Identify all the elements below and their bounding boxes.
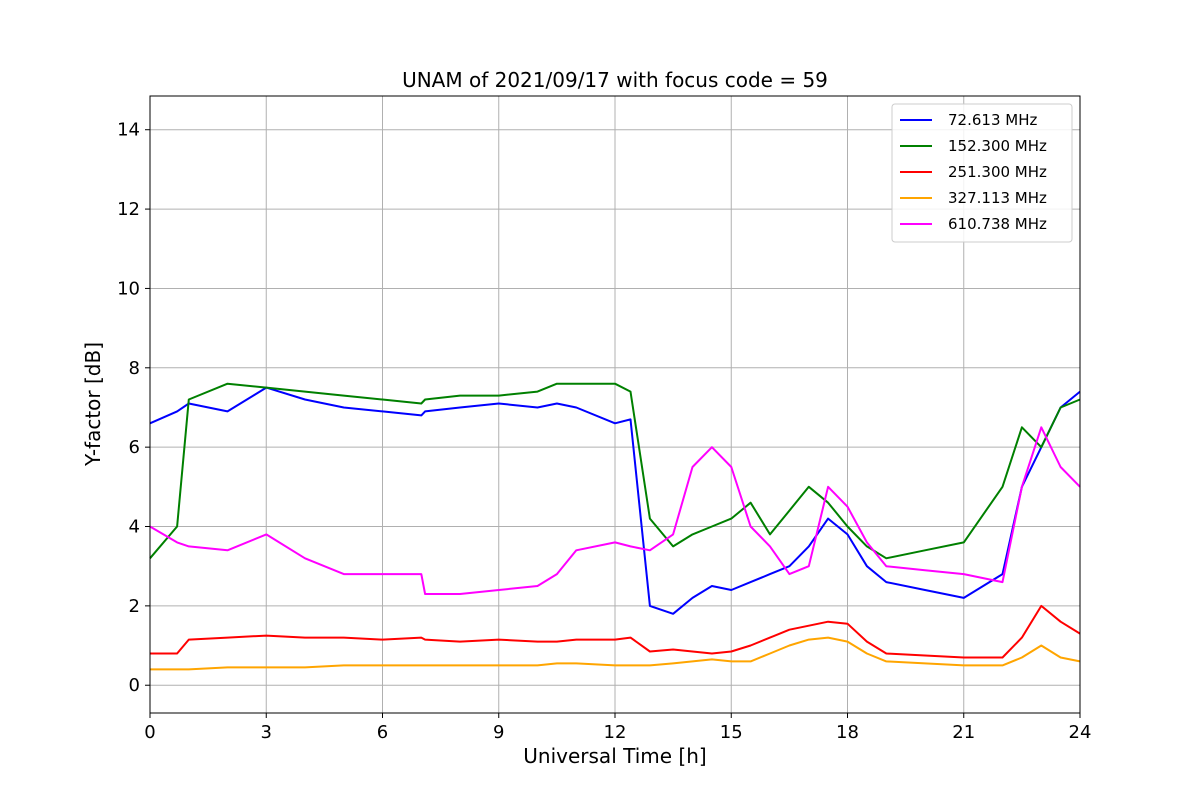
legend-label: 327.113 MHz bbox=[948, 189, 1047, 207]
series-line-0 bbox=[149, 386, 1081, 615]
series-line-2 bbox=[150, 604, 1081, 659]
x-tick-label: 18 bbox=[836, 722, 859, 743]
x-tick-label: 15 bbox=[720, 722, 743, 743]
y-tick-label: 8 bbox=[129, 358, 140, 379]
y-tick-label: 0 bbox=[129, 675, 140, 696]
y-tick-label: 4 bbox=[129, 517, 140, 538]
chart-title: UNAM of 2021/09/17 with focus code = 59 bbox=[402, 68, 828, 92]
y-tick-label: 6 bbox=[129, 437, 140, 458]
x-tick-label: 3 bbox=[261, 722, 272, 743]
series-layer bbox=[149, 382, 1081, 671]
legend-label: 72.613 MHz bbox=[948, 111, 1037, 129]
y-tick-label: 14 bbox=[117, 120, 140, 141]
series-line-3 bbox=[150, 636, 1081, 671]
y-tick-label: 2 bbox=[129, 596, 140, 617]
x-axis-label: Universal Time [h] bbox=[523, 744, 706, 768]
x-tick-label: 6 bbox=[377, 722, 388, 743]
legend-label: 251.300 MHz bbox=[948, 163, 1047, 181]
x-tick-label: 0 bbox=[144, 722, 155, 743]
x-tick-label: 21 bbox=[952, 722, 975, 743]
y-tick-label: 10 bbox=[117, 278, 140, 299]
legend: 72.613 MHz 152.300 MHz 251.300 MHz 327.113 … bbox=[891, 103, 1073, 243]
series-line-1 bbox=[149, 382, 1081, 560]
x-tick-label: 12 bbox=[604, 722, 627, 743]
x-tick-label: 9 bbox=[493, 722, 504, 743]
legend-box bbox=[891, 103, 1073, 243]
legend-label: 610.738 MHz bbox=[948, 215, 1047, 233]
y-tick-label: 12 bbox=[117, 199, 140, 220]
legend-label: 152.300 MHz bbox=[948, 137, 1047, 155]
y-axis-label: Y-factor [dB] bbox=[81, 342, 105, 467]
series-line-4 bbox=[149, 426, 1081, 595]
x-tick-label: 24 bbox=[1069, 722, 1092, 743]
